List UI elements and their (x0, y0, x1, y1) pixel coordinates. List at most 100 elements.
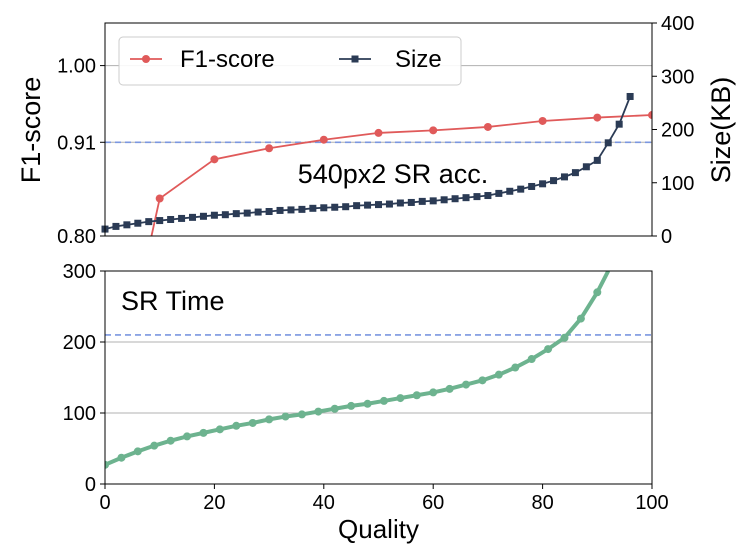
sr-time-point (105, 460, 109, 469)
sr-time-point (330, 404, 339, 413)
sr-time-point (150, 441, 159, 450)
size-point (254, 208, 262, 216)
top-right-tick-label: 400 (661, 13, 694, 35)
f1-point (210, 155, 219, 164)
size-point (582, 163, 590, 171)
size-point (604, 139, 612, 147)
f1-point (265, 144, 274, 153)
top-left-axis-title: F1-score (16, 77, 46, 184)
size-point (385, 200, 393, 208)
bottom-x-tick-label: 100 (635, 492, 668, 514)
size-point (265, 208, 273, 216)
size-point (210, 211, 218, 219)
sr-time-point (478, 376, 487, 385)
legend-size-marker (351, 55, 359, 63)
size-point (145, 218, 153, 226)
sr-time-point (527, 355, 536, 364)
size-point (560, 173, 568, 181)
sr-time-point (412, 391, 421, 400)
sr-time-point (117, 453, 126, 462)
size-point (473, 193, 481, 201)
top-panel: 0.80 0.91 1.00 0 100 200 300 400 F1-score Size(KB… (16, 13, 736, 248)
legend-size-label: Size (395, 46, 442, 73)
size-point (243, 209, 251, 217)
sr-time-point (133, 447, 142, 456)
size-point (331, 203, 339, 211)
size-point (429, 197, 437, 205)
bottom-x-tick-label: 80 (531, 492, 553, 514)
top-left-tick-label: 0.91 (57, 132, 96, 154)
size-point (495, 189, 503, 197)
size-point (517, 185, 525, 193)
bottom-left-tick-label: 200 (63, 332, 96, 354)
size-point (506, 187, 514, 195)
sr-time-point (281, 412, 290, 421)
size-point (550, 177, 558, 185)
bottom-panel: 0 100 200 300 0 20 40 60 80 100 Quality SR Time (63, 261, 669, 544)
size-point (539, 180, 547, 188)
bottom-left-tick-label: 0 (85, 474, 96, 496)
size-point (615, 120, 623, 128)
size-point (287, 206, 295, 214)
size-point (309, 204, 317, 212)
bottom-left-tick-label: 100 (63, 403, 96, 425)
size-point (298, 205, 306, 213)
legend-box (118, 36, 462, 86)
size-point (593, 156, 601, 164)
top-right-tick-label: 0 (661, 226, 672, 248)
f1-series (150, 111, 652, 236)
sr-time-point (511, 363, 520, 372)
size-point (396, 199, 404, 207)
f1-point (374, 128, 383, 137)
top-right-tick-label: 300 (661, 66, 694, 88)
sr-time-point (445, 384, 454, 393)
size-point (221, 211, 229, 219)
sr-time-point (248, 418, 257, 427)
sr-time-point (199, 428, 208, 437)
sr-time-point (297, 410, 306, 419)
f1-point (429, 126, 438, 135)
size-point (189, 213, 197, 221)
sr-time-series (105, 271, 611, 469)
size-point (342, 203, 350, 211)
f1-point (538, 116, 547, 125)
legend-f1-label: F1-score (180, 46, 275, 73)
bottom-x-tick-label: 0 (99, 492, 110, 514)
bottom-annotation: SR Time (121, 286, 225, 316)
top-left-tick-label: 0.80 (57, 226, 96, 248)
size-point (407, 198, 415, 206)
sr-time-point (183, 432, 192, 441)
size-point (484, 192, 492, 200)
size-point (112, 222, 120, 230)
size-point (440, 196, 448, 204)
top-left-tick-label: 1.00 (57, 56, 96, 78)
sr-time-point (166, 436, 175, 445)
size-point (199, 212, 207, 220)
f1-point (483, 122, 492, 131)
sr-time-point (544, 345, 553, 354)
x-axis-title: Quality (338, 514, 419, 544)
top-right-tick-label: 200 (661, 120, 694, 142)
size-point (375, 201, 382, 209)
size-point (167, 215, 175, 223)
sr-time-point (494, 370, 503, 379)
sr-time-point (396, 394, 405, 403)
bottom-left-tick-label: 300 (63, 261, 96, 283)
sr-time-point (232, 421, 241, 430)
size-point (134, 219, 142, 227)
top-annotation: 540px2 SR acc. (298, 159, 489, 189)
size-point (178, 214, 186, 222)
sr-time-point (314, 407, 323, 416)
size-point (571, 169, 579, 177)
size-point (276, 206, 284, 214)
top-right-axis-title: Size(KB) (706, 77, 736, 184)
f1-point (155, 194, 164, 203)
size-point (320, 204, 328, 212)
sr-time-point (215, 425, 224, 434)
f1-point (648, 111, 652, 120)
bottom-frame (104, 270, 653, 485)
sr-time-point (265, 415, 274, 424)
sr-time-point (429, 388, 438, 397)
size-point (123, 221, 131, 229)
